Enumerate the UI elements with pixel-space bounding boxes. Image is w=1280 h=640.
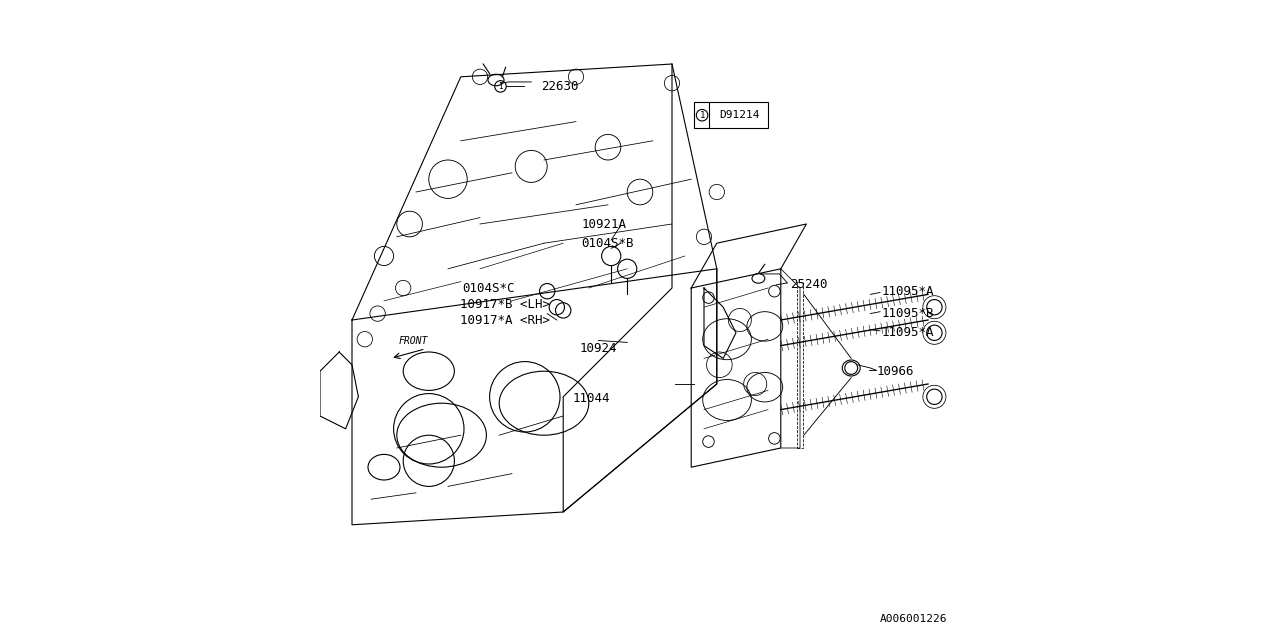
Text: 11095*A: 11095*A — [882, 285, 934, 298]
Text: 10917*B <LH>: 10917*B <LH> — [460, 298, 549, 310]
Text: 1: 1 — [699, 111, 705, 120]
Text: 11044: 11044 — [573, 392, 611, 404]
Text: D91214: D91214 — [719, 110, 759, 120]
Text: 25240: 25240 — [791, 278, 828, 291]
Bar — [796, 282, 804, 448]
Text: 1: 1 — [498, 82, 503, 91]
Text: 11095*A: 11095*A — [882, 326, 934, 339]
Text: 10917*A <RH>: 10917*A <RH> — [460, 314, 549, 326]
Text: 10924: 10924 — [580, 342, 617, 355]
Text: 11095*B: 11095*B — [882, 307, 934, 320]
Text: 0104S*B: 0104S*B — [581, 237, 634, 250]
Bar — [694, 102, 768, 128]
Text: FRONT: FRONT — [398, 335, 428, 346]
Text: 10921A: 10921A — [581, 218, 626, 230]
Text: 22630: 22630 — [540, 80, 579, 93]
Text: 0104S*C: 0104S*C — [462, 282, 515, 294]
Text: 10966: 10966 — [877, 365, 914, 378]
Text: A006001226: A006001226 — [879, 614, 947, 624]
